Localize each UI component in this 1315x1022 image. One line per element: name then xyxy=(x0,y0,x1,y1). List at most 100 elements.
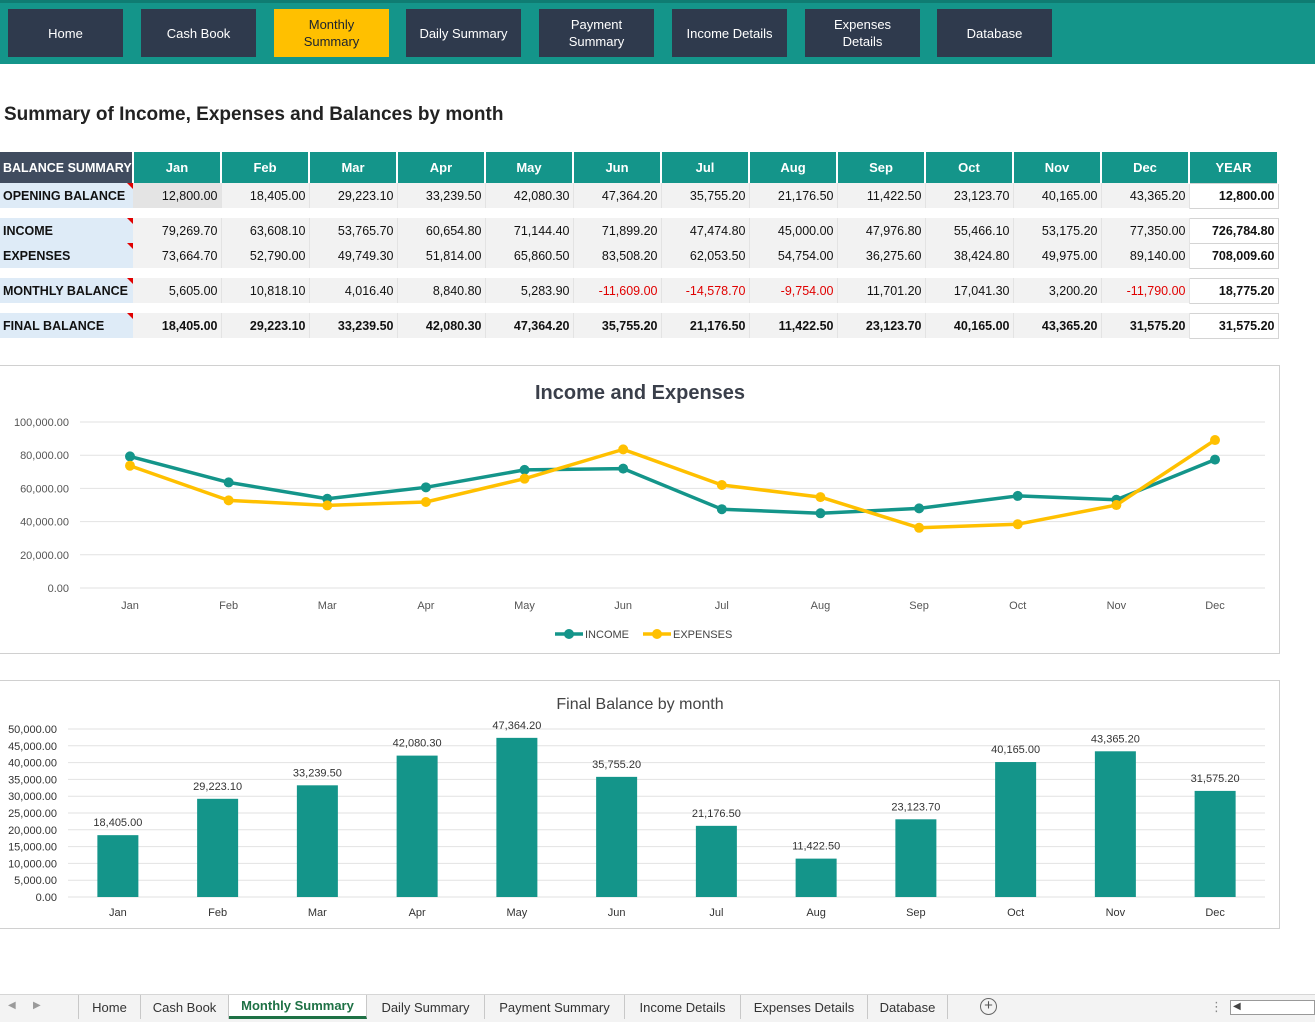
table-cell[interactable]: 49,975.00 xyxy=(1013,243,1102,268)
month-header[interactable]: Aug xyxy=(749,152,838,183)
table-cell[interactable]: 35,755.20 xyxy=(573,313,662,338)
caret-left-icon[interactable]: ◀ xyxy=(8,1000,16,1011)
table-cell[interactable]: 12,800.00 xyxy=(133,183,222,208)
nav-expenses-details-button[interactable]: Expenses Details xyxy=(805,9,920,57)
balance-summary-header[interactable]: BALANCE SUMMARY xyxy=(0,152,134,183)
nav-payment-summary-button[interactable]: Payment Summary xyxy=(539,9,654,57)
table-cell[interactable]: 63,608.10 xyxy=(221,218,310,243)
table-cell[interactable]: 47,976.80 xyxy=(837,218,926,243)
table-cell[interactable]: 49,749.30 xyxy=(309,243,398,268)
horizontal-scrollbar[interactable]: ◀ xyxy=(1230,1000,1315,1015)
nav-income-details-button[interactable]: Income Details xyxy=(672,9,787,57)
table-cell[interactable]: 40,165.00 xyxy=(1013,183,1102,208)
row-label-monthly[interactable]: MONTHLY BALANCE xyxy=(0,278,133,303)
table-cell[interactable]: 51,814.00 xyxy=(397,243,486,268)
month-header[interactable]: Feb xyxy=(221,152,310,183)
month-header[interactable]: Jul xyxy=(661,152,750,183)
sheet-tab-income-details[interactable]: Income Details xyxy=(625,995,741,1019)
table-cell[interactable]: 10,818.10 xyxy=(221,278,310,303)
table-cell[interactable]: 53,765.70 xyxy=(309,218,398,243)
table-cell[interactable]: 11,422.50 xyxy=(837,183,926,208)
table-cell[interactable]: 17,041.30 xyxy=(925,278,1014,303)
comment-indicator-icon[interactable] xyxy=(127,183,133,189)
comment-indicator-icon[interactable] xyxy=(127,243,133,249)
table-cell[interactable]: 71,899.20 xyxy=(573,218,662,243)
table-cell[interactable]: 54,754.00 xyxy=(749,243,838,268)
table-cell[interactable]: 47,364.20 xyxy=(485,313,574,338)
sheet-tab-monthly-summary[interactable]: Monthly Summary xyxy=(229,995,367,1019)
table-cell[interactable]: 33,239.50 xyxy=(309,313,398,338)
income-expenses-chart[interactable]: Income and Expenses 0.00 20,000.00 40,000.0… xyxy=(0,365,1280,654)
table-cell[interactable]: 8,840.80 xyxy=(397,278,486,303)
sheet-tab-home[interactable]: Home xyxy=(79,995,141,1019)
nav-daily-summary-button[interactable]: Daily Summary xyxy=(406,9,521,57)
comment-indicator-icon[interactable] xyxy=(127,218,133,224)
sheet-tab-daily-summary[interactable]: Daily Summary xyxy=(367,995,485,1019)
table-cell[interactable]: 73,664.70 xyxy=(133,243,222,268)
table-cell[interactable]: 33,239.50 xyxy=(397,183,486,208)
row-label-opening[interactable]: OPENING BALANCE xyxy=(0,183,133,208)
vertical-ellipsis-icon[interactable]: ⋮ xyxy=(1210,999,1223,1014)
plus-circle-icon[interactable]: + xyxy=(980,998,997,1015)
caret-right-icon[interactable]: ▶ xyxy=(33,1000,41,1011)
table-cell[interactable]: -11,609.00 xyxy=(573,278,662,303)
final-balance-chart[interactable]: Final Balance by month 0.00 5,000.00 10,000… xyxy=(0,680,1280,929)
table-cell[interactable]: 60,654.80 xyxy=(397,218,486,243)
table-cell[interactable]: 71,144.40 xyxy=(485,218,574,243)
table-cell[interactable]: 79,269.70 xyxy=(133,218,222,243)
row-label-income[interactable]: INCOME xyxy=(0,218,133,243)
year-total-cell[interactable]: 18,775.20 xyxy=(1188,277,1279,304)
nav-database-button[interactable]: Database xyxy=(937,9,1052,57)
table-cell[interactable]: 43,365.20 xyxy=(1013,313,1102,338)
table-cell[interactable]: 47,364.20 xyxy=(573,183,662,208)
table-cell[interactable]: 52,790.00 xyxy=(221,243,310,268)
comment-indicator-icon[interactable] xyxy=(127,278,133,284)
table-cell[interactable]: 11,701.20 xyxy=(837,278,926,303)
month-header[interactable]: Apr xyxy=(397,152,486,183)
table-cell[interactable]: 31,575.20 xyxy=(1101,313,1190,338)
table-cell[interactable]: 55,466.10 xyxy=(925,218,1014,243)
table-cell[interactable]: 83,508.20 xyxy=(573,243,662,268)
table-cell[interactable]: 5,605.00 xyxy=(133,278,222,303)
nav-cash-book-button[interactable]: Cash Book xyxy=(141,9,256,57)
table-cell[interactable]: 21,176.50 xyxy=(749,183,838,208)
month-header[interactable]: Oct xyxy=(925,152,1014,183)
table-cell[interactable]: 18,405.00 xyxy=(133,313,222,338)
table-cell[interactable]: 53,175.20 xyxy=(1013,218,1102,243)
nav-home-button[interactable]: Home xyxy=(8,9,123,57)
table-cell[interactable]: 38,424.80 xyxy=(925,243,1014,268)
table-cell[interactable]: -14,578.70 xyxy=(661,278,750,303)
year-total-cell[interactable]: 708,009.60 xyxy=(1188,242,1279,269)
month-header[interactable]: Nov xyxy=(1013,152,1102,183)
table-cell[interactable]: 23,123.70 xyxy=(925,183,1014,208)
table-cell[interactable]: 77,350.00 xyxy=(1101,218,1190,243)
sheet-tab-expenses-details[interactable]: Expenses Details xyxy=(741,995,868,1019)
year-total-cell[interactable]: 12,800.00 xyxy=(1188,182,1279,209)
table-cell[interactable]: 11,422.50 xyxy=(749,313,838,338)
table-cell[interactable]: 18,405.00 xyxy=(221,183,310,208)
table-cell[interactable]: 43,365.20 xyxy=(1101,183,1190,208)
scroll-left-icon[interactable]: ◀ xyxy=(1233,1001,1241,1012)
table-cell[interactable]: 29,223.10 xyxy=(221,313,310,338)
row-label-final[interactable]: FINAL BALANCE xyxy=(0,313,133,338)
table-cell[interactable]: 45,000.00 xyxy=(749,218,838,243)
table-cell[interactable]: 21,176.50 xyxy=(661,313,750,338)
month-header[interactable]: Jan xyxy=(133,152,222,183)
sheet-tab-payment-summary[interactable]: Payment Summary xyxy=(485,995,625,1019)
table-cell[interactable]: -11,790.00 xyxy=(1101,278,1190,303)
month-header[interactable]: Sep xyxy=(837,152,926,183)
table-cell[interactable]: 35,755.20 xyxy=(661,183,750,208)
table-cell[interactable]: 5,283.90 xyxy=(485,278,574,303)
table-cell[interactable]: 62,053.50 xyxy=(661,243,750,268)
sheet-tab-cash-book[interactable]: Cash Book xyxy=(141,995,229,1019)
comment-indicator-icon[interactable] xyxy=(127,313,133,319)
month-header[interactable]: Jun xyxy=(573,152,662,183)
row-label-expenses[interactable]: EXPENSES xyxy=(0,243,133,268)
month-header[interactable]: May xyxy=(485,152,574,183)
table-cell[interactable]: 42,080.30 xyxy=(397,313,486,338)
nav-monthly-summary-button[interactable]: Monthly Summary xyxy=(274,9,389,57)
table-cell[interactable]: 89,140.00 xyxy=(1101,243,1190,268)
table-cell[interactable]: 29,223.10 xyxy=(309,183,398,208)
month-header[interactable]: Dec xyxy=(1101,152,1190,183)
table-cell[interactable]: 40,165.00 xyxy=(925,313,1014,338)
